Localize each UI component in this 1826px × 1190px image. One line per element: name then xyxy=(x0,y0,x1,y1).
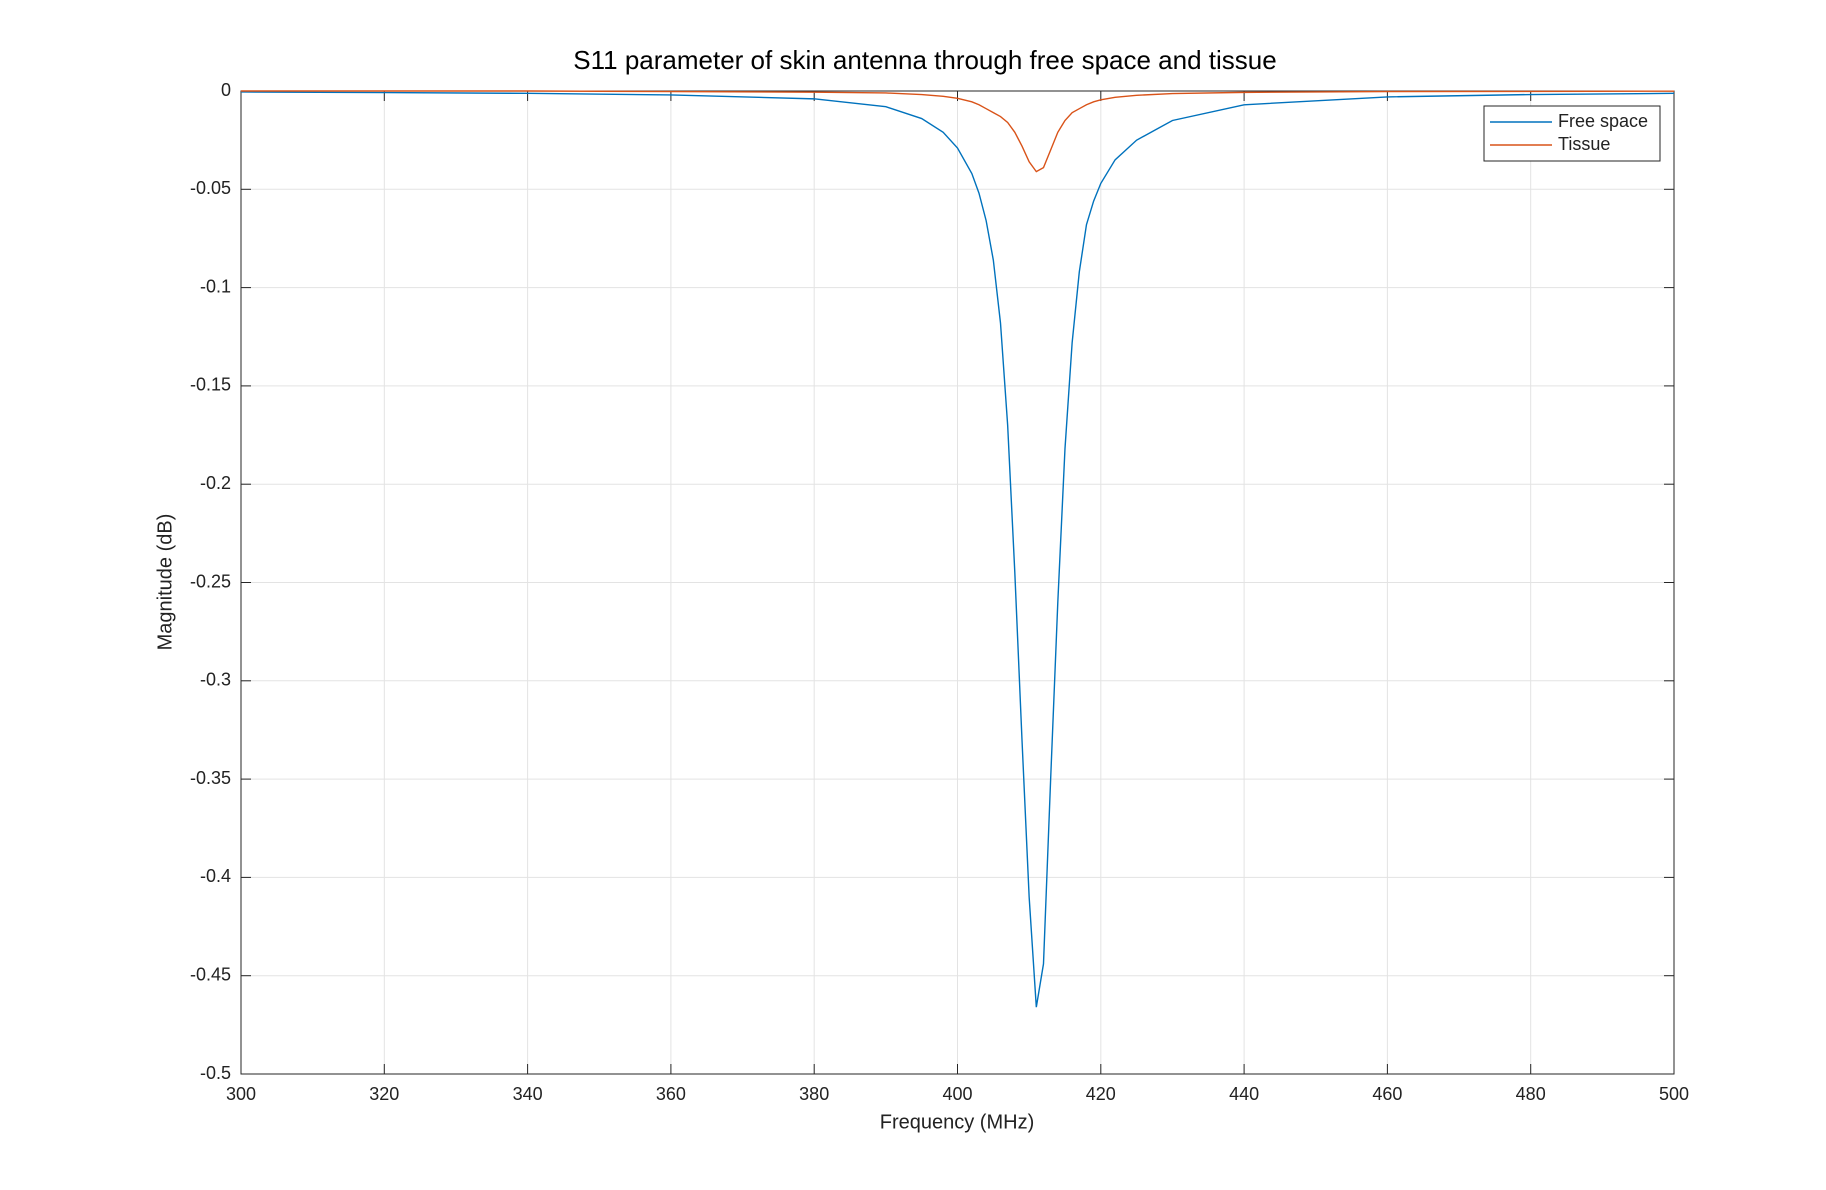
x-tick-label: 380 xyxy=(799,1084,829,1104)
y-tick-label: 0 xyxy=(221,80,231,100)
y-tick-label: -0.1 xyxy=(200,276,231,296)
x-tick-label: 400 xyxy=(942,1084,972,1104)
x-tick-label: 480 xyxy=(1516,1084,1546,1104)
y-tick-label: -0.45 xyxy=(190,964,231,984)
x-tick-label: 420 xyxy=(1086,1084,1116,1104)
y-tick-label: -0.4 xyxy=(200,866,231,886)
x-tick-label: 360 xyxy=(656,1084,686,1104)
legend-label: Free space xyxy=(1558,111,1648,131)
legend xyxy=(1483,105,1661,162)
y-tick-label: -0.25 xyxy=(190,571,231,591)
x-axis-label: Frequency (MHz) xyxy=(880,1111,1034,1133)
y-axis-label: Magnitude (dB) xyxy=(154,514,176,651)
x-tick-label: 300 xyxy=(226,1084,256,1104)
x-tick-label: 440 xyxy=(1229,1084,1259,1104)
y-tick-label: -0.3 xyxy=(200,670,231,690)
y-tick-label: -0.35 xyxy=(190,768,231,788)
y-tick-label: -0.15 xyxy=(190,375,231,395)
x-tick-label: 340 xyxy=(513,1084,543,1104)
x-tick-label: 320 xyxy=(369,1084,399,1104)
chart-title: S11 parameter of skin antenna through fr… xyxy=(573,45,1276,75)
y-tick-label: -0.05 xyxy=(190,178,231,198)
x-tick-label: 460 xyxy=(1372,1084,1402,1104)
y-tick-label: -0.5 xyxy=(200,1063,231,1083)
line-series xyxy=(240,91,1675,1008)
x-tick-label: 500 xyxy=(1659,1084,1689,1104)
axes-box xyxy=(240,90,1675,1075)
line-series xyxy=(241,90,1675,173)
y-tick-label: -0.2 xyxy=(200,473,231,493)
legend-label: Tissue xyxy=(1558,134,1610,154)
